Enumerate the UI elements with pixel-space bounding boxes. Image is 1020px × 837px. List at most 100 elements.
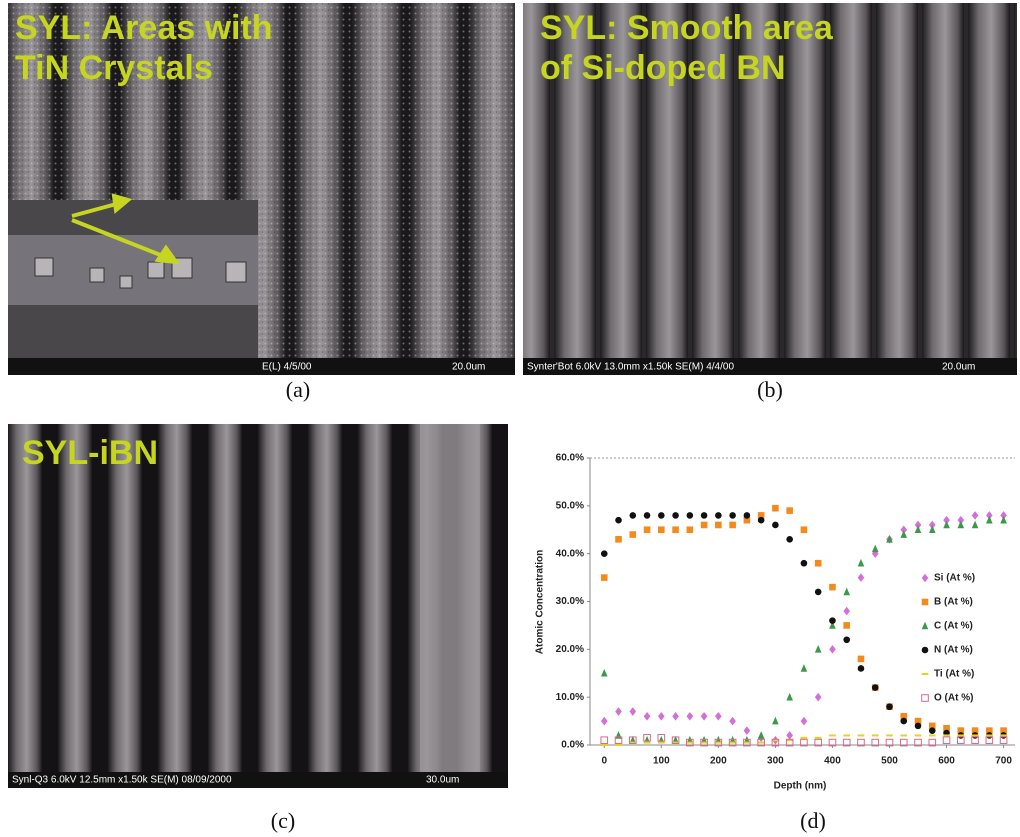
point: [615, 744, 622, 746]
point: [815, 589, 822, 596]
point: [658, 512, 665, 519]
point: [801, 526, 808, 533]
caption: (a): [286, 377, 310, 402]
x-tick-label: 100: [653, 756, 670, 767]
point: [758, 517, 765, 524]
point: [829, 734, 836, 736]
x-tick-label: 300: [767, 756, 784, 767]
point: [744, 726, 751, 735]
caption: (b): [757, 377, 783, 402]
y-tick-label: 0.0%: [561, 740, 584, 751]
point: [687, 742, 694, 744]
point: [858, 734, 865, 736]
point: [672, 712, 679, 721]
point: [801, 737, 808, 739]
point: [729, 742, 736, 744]
y-tick-label: 40.0%: [556, 548, 584, 559]
point: [943, 734, 950, 736]
legend-marker: [922, 647, 929, 654]
point: [758, 742, 765, 744]
panel-d: (d) Depth (nm) Atomic Concentration 0.0%…: [535, 453, 1015, 833]
point: [772, 505, 779, 512]
point: [672, 526, 679, 533]
point: [843, 636, 850, 643]
point: [772, 522, 779, 529]
info-text: Synter'Bot 6.0kV 13.0mm x1.50k SE(M) 4/4…: [527, 362, 734, 373]
point: [644, 712, 651, 721]
panel-b: SYL: Smooth area of Si-doped BN Synter'B…: [523, 3, 1017, 402]
point: [972, 734, 979, 736]
y-tick-label: 30.0%: [556, 596, 584, 607]
x-tick-label: 200: [710, 756, 727, 767]
overlay-text: SYL: Areas with: [15, 9, 273, 47]
point: [872, 684, 879, 691]
overlay-text: SYL: Smooth area: [540, 9, 834, 47]
point: [615, 707, 622, 716]
point: [858, 559, 865, 567]
point: [758, 731, 765, 739]
panel-a: SYL: Areas with TiN Crystals E(L) 4/5/00…: [8, 3, 515, 402]
legend-label: O (At %): [934, 693, 973, 704]
overlay-text: of Si-doped BN: [540, 49, 786, 87]
point: [872, 734, 879, 736]
point: [858, 665, 865, 672]
point: [786, 731, 793, 740]
x-tick-label: 600: [938, 756, 955, 767]
point: [929, 734, 936, 736]
point: [601, 744, 608, 746]
point: [715, 512, 722, 519]
point: [915, 525, 922, 533]
point: [601, 737, 608, 744]
legend-marker: [922, 673, 929, 675]
point: [786, 693, 793, 701]
point: [701, 522, 708, 529]
y-tick-label: 20.0%: [556, 644, 584, 655]
point: [843, 588, 850, 596]
point: [615, 536, 622, 543]
point: [829, 617, 836, 624]
point: [1000, 734, 1007, 736]
overlay-text: TiN Crystals: [15, 49, 213, 87]
point: [615, 517, 622, 524]
point: [986, 516, 993, 524]
point: [900, 530, 907, 538]
point: [886, 734, 893, 736]
point: [958, 521, 965, 529]
point: [715, 742, 722, 744]
point: [829, 584, 836, 591]
point: [900, 718, 907, 725]
figure: SYL: Areas with TiN Crystals E(L) 4/5/00…: [0, 0, 1020, 837]
y-tick-label: 10.0%: [556, 692, 584, 703]
x-axis-label: Depth (nm): [774, 781, 827, 792]
point: [658, 742, 665, 744]
point: [815, 737, 822, 739]
point: [629, 512, 636, 519]
point: [801, 560, 808, 567]
legend-label: Ti (At %): [934, 669, 974, 680]
point: [972, 511, 979, 520]
point: [829, 645, 836, 654]
point: [644, 742, 651, 744]
point: [843, 734, 850, 736]
point: [815, 645, 822, 653]
caption: (c): [271, 808, 295, 833]
scale-text: 30.0um: [426, 775, 459, 786]
info-text: E(L) 4/5/00: [262, 362, 312, 373]
point: [744, 512, 751, 519]
legend-marker: [922, 574, 929, 583]
legend-label: N (At %): [934, 645, 973, 656]
point: [687, 712, 694, 721]
point: [786, 507, 793, 514]
point: [843, 622, 850, 629]
point: [915, 734, 922, 736]
legend-marker: [922, 599, 929, 606]
point: [629, 707, 636, 716]
point: [815, 693, 822, 702]
point: [644, 512, 651, 519]
point: [701, 742, 708, 744]
point: [915, 723, 922, 730]
point: [701, 712, 708, 721]
x-tick-label: 700: [995, 756, 1012, 767]
legend-marker: [922, 695, 929, 702]
legend-label: B (At %): [934, 597, 973, 608]
